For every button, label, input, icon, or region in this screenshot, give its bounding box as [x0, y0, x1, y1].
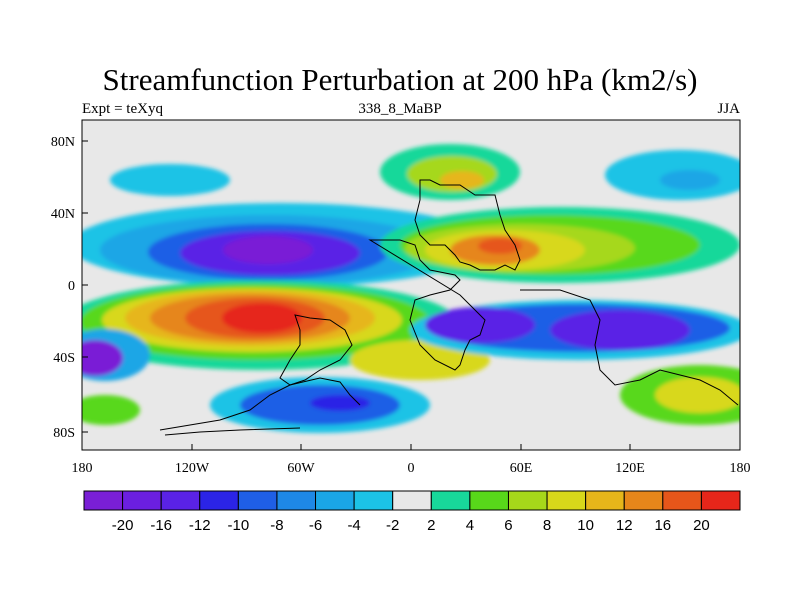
coastline-africa — [368, 239, 486, 371]
colorbar-swatch — [315, 490, 355, 511]
lon-tick-label: 0 — [408, 461, 415, 476]
pos-region — [655, 377, 740, 413]
colorbar-label: 8 — [543, 517, 551, 534]
colorbar-label: 4 — [466, 517, 474, 534]
neg-region — [223, 236, 313, 264]
case-label: 338_8_MaBP — [358, 101, 442, 117]
colorbar-label: 16 — [654, 517, 671, 534]
colorbar-swatch — [83, 490, 124, 511]
lon-tick-label: 60W — [287, 461, 315, 476]
coastline-eastern — [520, 289, 739, 406]
latitude-labels: 80N 40N 0 40S 80S — [51, 135, 75, 441]
colorbar: -20 -16 -12 -10 -8 -6 -4 -2 2 4 6 8 10 12 16 20 — [83, 490, 741, 534]
pos-region — [82, 395, 140, 425]
lon-tick-label: 180 — [72, 461, 93, 476]
coastline-antarctic — [164, 427, 301, 436]
map-plot-area — [82, 120, 740, 450]
colorbar-label: 2 — [427, 517, 435, 534]
colorbar-swatch — [122, 490, 162, 511]
coastline-southern — [159, 377, 361, 431]
colorbar-swatch — [546, 490, 587, 511]
colorbar-label: 20 — [693, 517, 710, 534]
pos-region — [478, 238, 522, 254]
colorbar-swatch — [237, 490, 278, 511]
colorbar-label: -4 — [347, 517, 360, 534]
coastline-southamerica — [279, 314, 353, 386]
season-label: JJA — [717, 101, 740, 117]
neg-region — [82, 340, 123, 376]
colorbar-swatch — [353, 490, 394, 511]
colorbar-label: -2 — [386, 517, 399, 534]
colorbar-swatch — [392, 490, 432, 511]
neg-region — [310, 395, 370, 411]
colorbar-label: -8 — [270, 517, 283, 534]
neg-region — [425, 307, 535, 343]
neg-region — [110, 164, 230, 196]
colorbar-label: -16 — [150, 517, 172, 534]
neg-region — [550, 310, 690, 350]
map-title: Streamfunction Perturbation at 200 hPa (… — [102, 62, 698, 97]
experiment-label: Expt = teXyq — [82, 101, 163, 117]
pos-region — [222, 303, 302, 333]
longitude-labels: 180 120W 60W 0 60E 120E 180 — [72, 461, 751, 476]
lon-tick-label: 120E — [615, 461, 645, 476]
neg-region — [660, 170, 720, 190]
lon-tick-label: 60E — [510, 461, 533, 476]
colorbar-swatch — [430, 490, 471, 511]
colorbar-swatch — [585, 490, 625, 511]
colorbar-swatch — [623, 490, 664, 511]
colorbar-label: -12 — [189, 517, 211, 534]
colorbar-label: 10 — [577, 517, 594, 534]
colorbar-swatch — [469, 490, 509, 511]
colorbar-swatch — [199, 490, 239, 511]
colorbar-swatch — [700, 490, 741, 511]
colorbar-label: -20 — [112, 517, 134, 534]
colorbar-swatch — [160, 490, 201, 511]
contour-fields — [82, 144, 740, 433]
colorbar-label: 6 — [504, 517, 512, 534]
colorbar-swatch — [662, 490, 702, 511]
lat-tick-label: 40S — [53, 351, 75, 366]
colorbar-label: -10 — [228, 517, 250, 534]
lat-tick-label: 0 — [68, 279, 75, 294]
coastline-eurasia — [414, 179, 521, 271]
colorbar-swatch — [507, 490, 548, 511]
lon-tick-label: 120W — [175, 461, 210, 476]
lat-tick-label: 40N — [51, 207, 75, 222]
colorbar-label: -6 — [309, 517, 322, 534]
lon-tick-label: 180 — [730, 461, 751, 476]
colorbar-label: 12 — [616, 517, 633, 534]
coastlines — [159, 179, 739, 436]
lat-tick-label: 80S — [53, 426, 75, 441]
colorbar-swatch — [276, 490, 317, 511]
tick-marks — [81, 140, 741, 450]
lat-tick-label: 80N — [51, 135, 75, 150]
